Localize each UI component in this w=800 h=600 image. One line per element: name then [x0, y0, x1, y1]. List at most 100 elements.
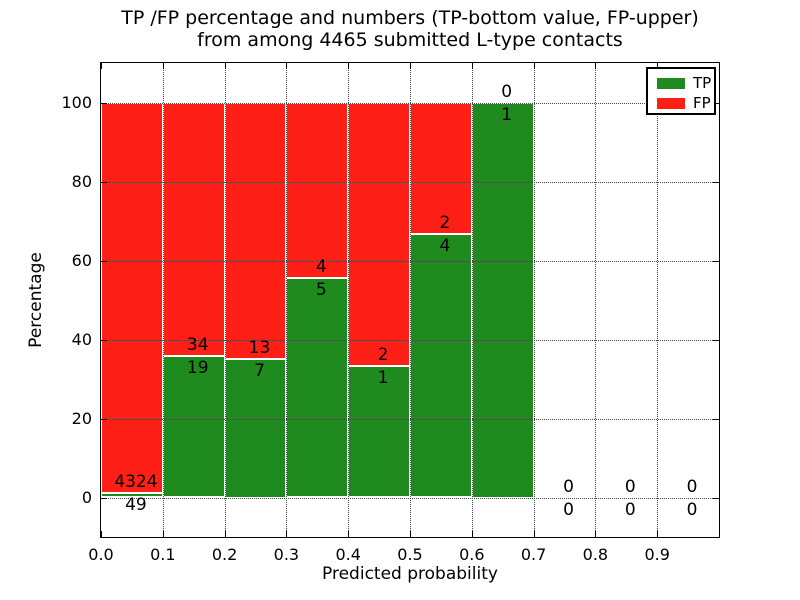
- y-tick-label: 100: [61, 92, 92, 112]
- fp-count-label: 0: [624, 476, 636, 497]
- x-tick-mark: [533, 531, 535, 537]
- y-tick-mark: [101, 339, 107, 341]
- fp-count-label: 34: [186, 334, 209, 355]
- tp-bar-segment: [471, 102, 534, 498]
- y-tick-mark: [101, 418, 107, 420]
- y-tick-mark: [713, 339, 719, 341]
- v-gridline: [410, 63, 411, 537]
- fp-bar-segment: [224, 102, 287, 360]
- tp-count-label: 1: [501, 104, 513, 125]
- v-gridline: [595, 63, 597, 537]
- legend-swatch-tp: [657, 77, 685, 89]
- plot-area: 4324 49 34 19 13 7 4 5 2 1 2 4 0 1 0 0 0 0 0 0: [100, 62, 720, 538]
- v-gridline: [348, 63, 350, 537]
- fp-count-label: 4: [315, 257, 327, 278]
- fp-bar-segment: [348, 102, 410, 366]
- y-tick-label: 80: [71, 171, 92, 191]
- x-tick-mark: [657, 531, 659, 537]
- v-gridline: [162, 63, 164, 537]
- x-tick-label: 0.4: [335, 545, 361, 564]
- x-tick-mark: [410, 531, 411, 537]
- y-tick-mark: [101, 181, 107, 183]
- legend-item-tp: TP: [657, 74, 714, 92]
- x-tick-label: 0.1: [150, 545, 176, 564]
- chart-title: TP /FP percentage and numbers (TP-bottom…: [100, 7, 720, 51]
- y-tick-label: 40: [71, 329, 92, 349]
- legend-label-fp: FP: [693, 93, 711, 112]
- x-tick-label: 0.8: [582, 545, 609, 564]
- y-tick-mark: [713, 260, 719, 262]
- tp-bar-segment: [410, 234, 472, 498]
- x-axis-label: Predicted probability: [322, 564, 498, 584]
- x-tick-label: 0.0: [88, 545, 114, 564]
- fp-bar-segment: [286, 102, 349, 279]
- tp-bar-segment: [162, 355, 225, 498]
- x-tick-mark: [101, 63, 102, 69]
- x-tick-label: 0.5: [397, 545, 423, 564]
- tp-count-label: 0: [563, 499, 574, 520]
- legend-item-fp: FP: [657, 94, 714, 112]
- v-gridline: [286, 63, 288, 537]
- y-tick-mark: [101, 102, 107, 104]
- tp-count-label: 0: [686, 499, 698, 520]
- tp-bar-segment: [286, 278, 349, 498]
- y-tick-mark: [713, 418, 719, 420]
- x-tick-label: 0.9: [644, 545, 670, 564]
- x-tick-mark: [657, 63, 659, 69]
- tp-count-label: 49: [125, 495, 147, 516]
- fp-bar-segment: [410, 102, 472, 235]
- x-tick-mark: [224, 63, 226, 69]
- x-tick-label: 0.3: [273, 545, 300, 564]
- fp-count-label: 0: [686, 476, 698, 497]
- x-tick-mark: [471, 531, 473, 537]
- y-tick-mark: [101, 260, 107, 262]
- y-tick-label: 0: [81, 487, 92, 507]
- x-tick-mark: [410, 63, 411, 69]
- tp-count-label: 7: [254, 361, 265, 382]
- x-tick-label: 0.6: [459, 545, 485, 564]
- tp-count-label: 19: [186, 357, 209, 378]
- fp-count-label: 2: [439, 213, 451, 234]
- tp-bar-segment: [348, 365, 410, 498]
- x-tick-mark: [162, 531, 164, 537]
- fp-count-label: 4324: [114, 472, 158, 493]
- v-gridline: [657, 63, 659, 537]
- tp-count-label: 0: [624, 499, 636, 520]
- tp-count-label: 5: [315, 280, 327, 301]
- fp-bar-segment: [162, 102, 225, 356]
- v-gridline: [224, 63, 226, 537]
- y-tick-mark: [101, 497, 107, 499]
- chart-title-line2: from among 4465 submitted L-type contact…: [197, 29, 623, 51]
- fp-count-label: 0: [563, 476, 574, 497]
- fp-bar-segment: [101, 102, 163, 494]
- tp-bar-segment: [101, 493, 163, 498]
- x-tick-mark: [286, 63, 288, 69]
- x-tick-mark: [533, 63, 535, 69]
- x-tick-mark: [595, 63, 597, 69]
- legend-label-tp: TP: [693, 73, 712, 92]
- x-tick-mark: [101, 531, 102, 537]
- y-tick-mark: [713, 102, 719, 104]
- tp-count-label: 4: [439, 236, 451, 257]
- fp-count-label: 2: [377, 344, 389, 365]
- x-tick-mark: [286, 531, 288, 537]
- y-axis-label: Percentage: [26, 252, 46, 348]
- y-tick-label: 60: [71, 250, 92, 270]
- y-tick-label: 20: [71, 408, 92, 428]
- x-tick-mark: [348, 63, 350, 69]
- x-tick-mark: [595, 531, 597, 537]
- x-tick-label: 0.2: [211, 545, 238, 564]
- v-gridline: [533, 63, 535, 537]
- x-tick-mark: [162, 63, 164, 69]
- tp-count-label: 1: [377, 367, 389, 388]
- x-tick-mark: [224, 531, 226, 537]
- legend-swatch-fp: [657, 97, 685, 109]
- y-tick-mark: [713, 497, 719, 499]
- v-gridline: [471, 63, 473, 537]
- y-tick-mark: [713, 181, 719, 183]
- legend: TP FP: [646, 67, 716, 115]
- fp-count-label: 13: [248, 338, 271, 359]
- chart-title-line1: TP /FP percentage and numbers (TP-bottom…: [121, 7, 699, 29]
- x-tick-label: 0.7: [520, 545, 547, 564]
